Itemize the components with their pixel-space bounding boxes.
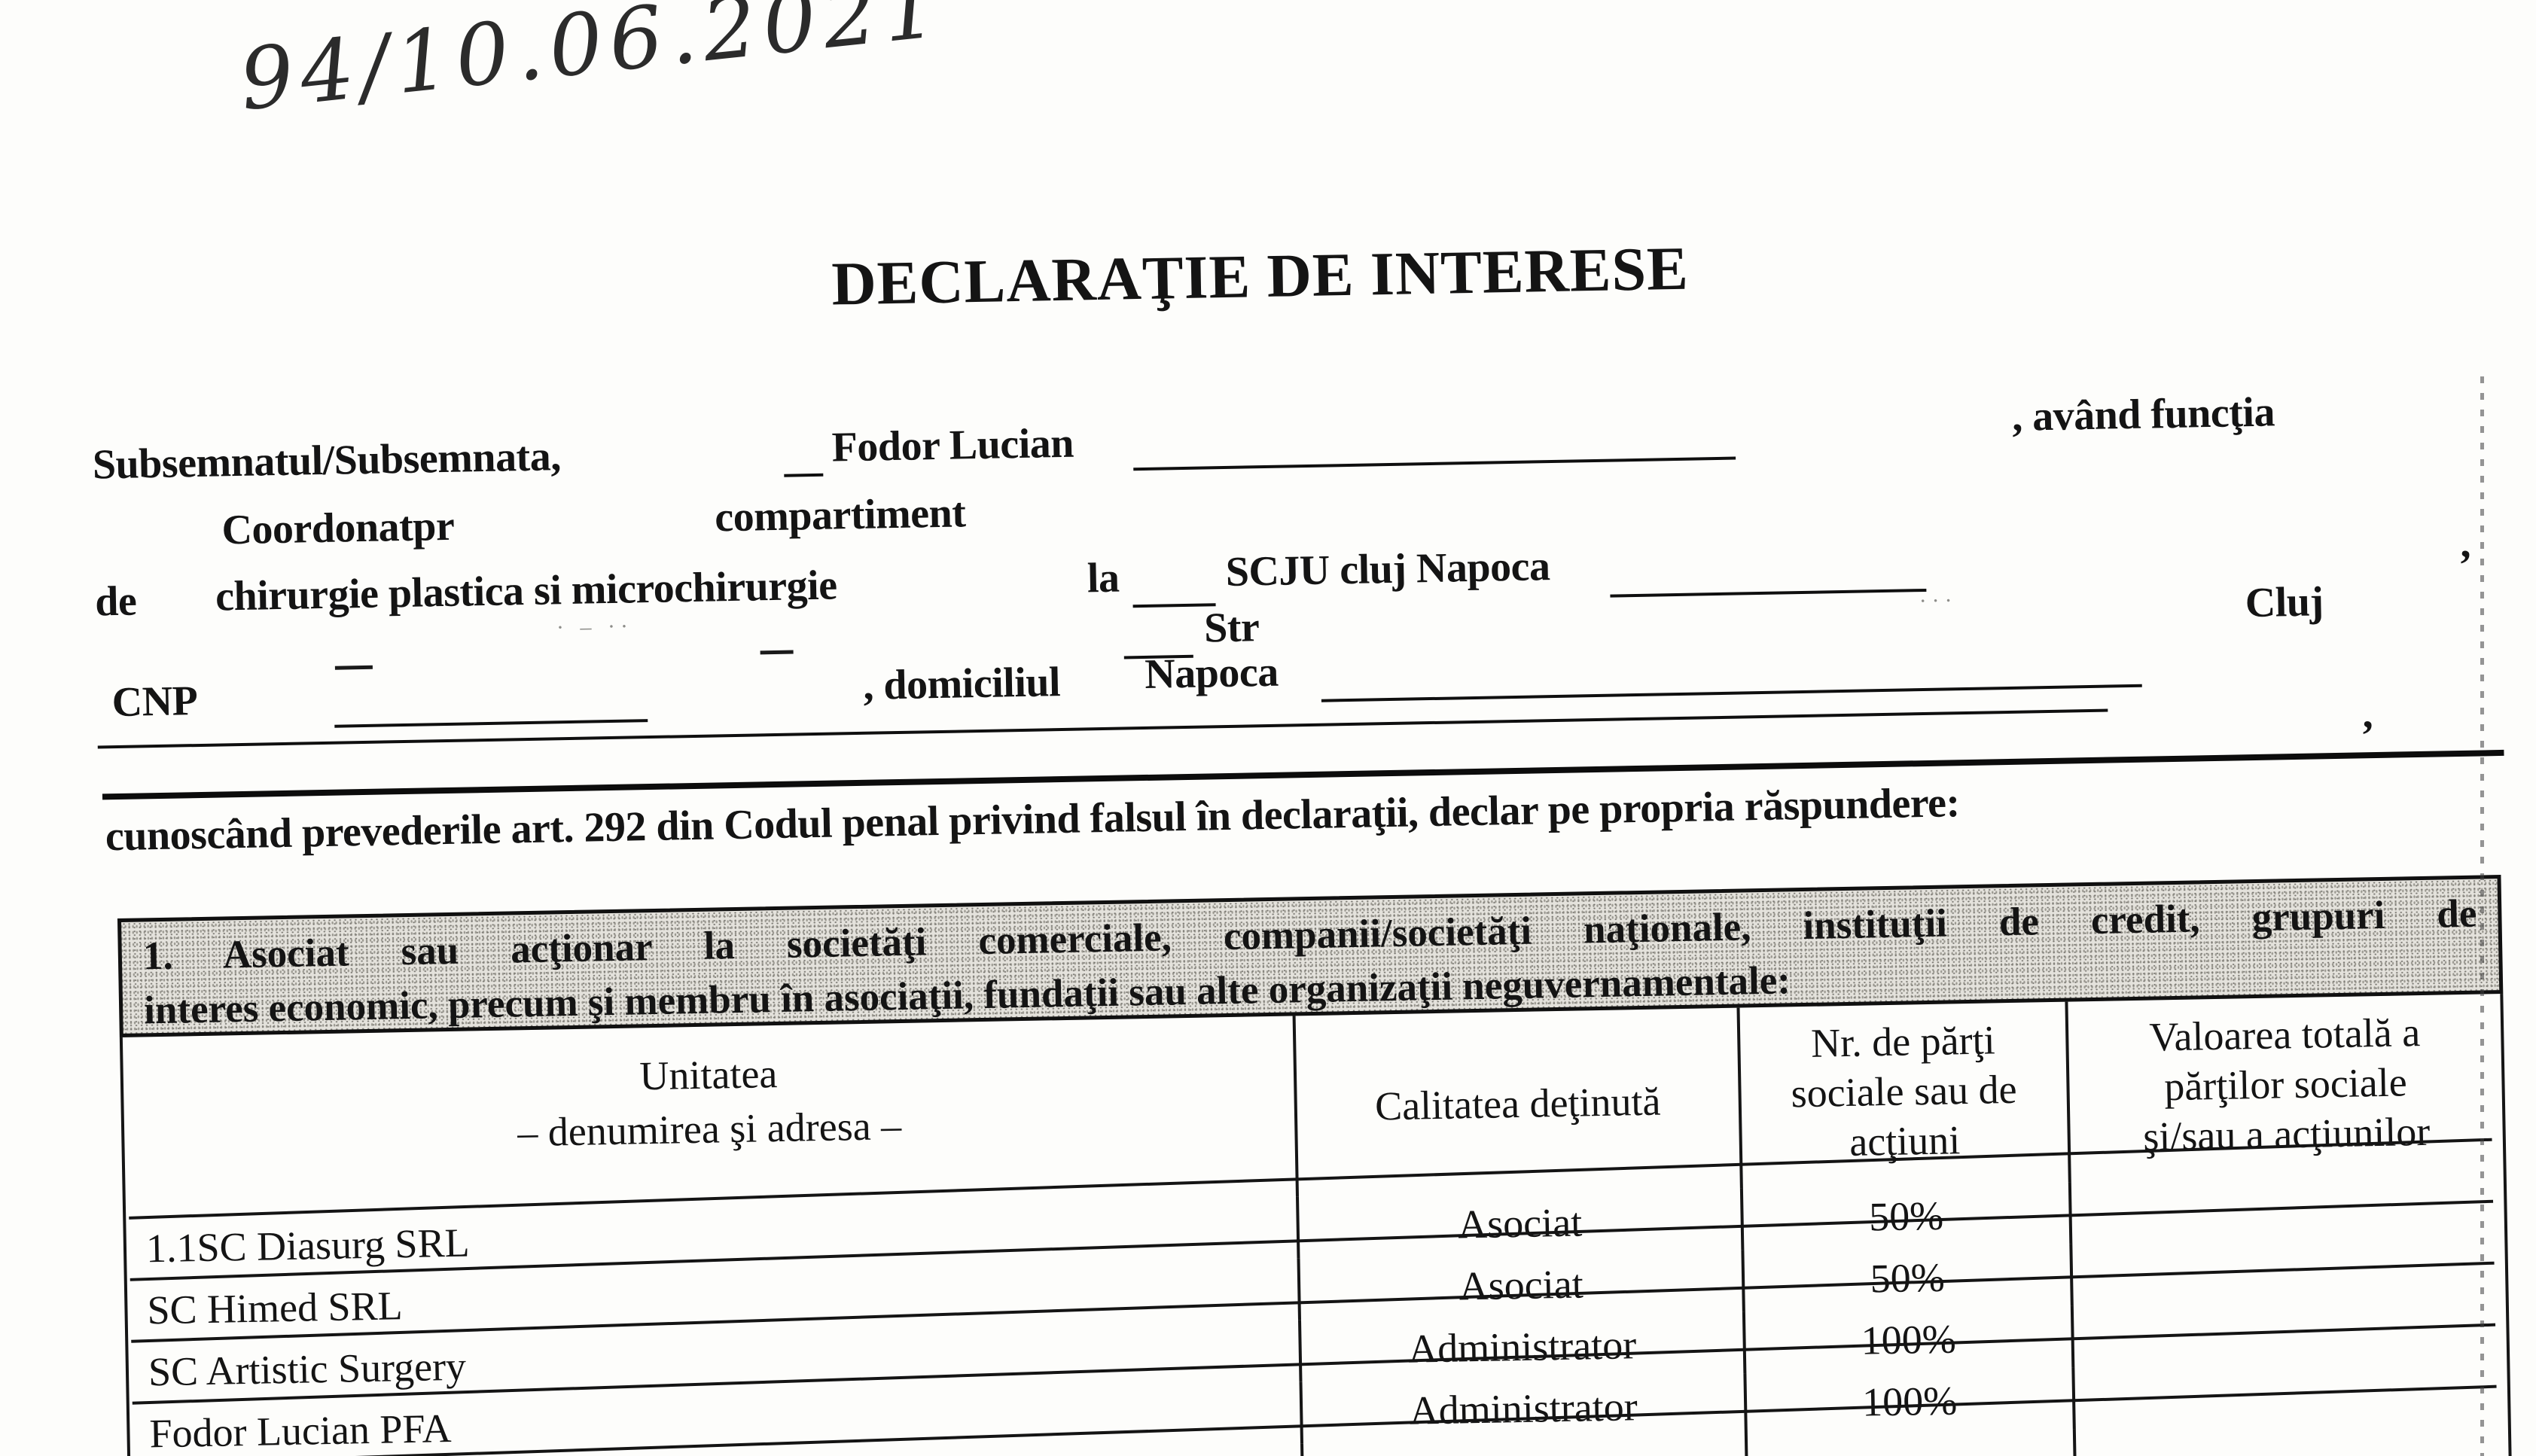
role-word-1: Coordonatpr — [221, 502, 455, 554]
blank-line — [784, 473, 824, 477]
comma-end: , — [2361, 690, 2373, 738]
domicile-city: Napoca — [1144, 648, 1279, 698]
table-header-value: Valoarea totală a părţilor sociale şi/sa… — [2068, 994, 2503, 1182]
blank-line — [1321, 684, 2142, 702]
cnp-label: CNP — [111, 678, 198, 726]
de-label: de — [94, 577, 137, 626]
domicile-label: , domiciliul — [862, 659, 1061, 709]
county-name: Cluj — [2245, 578, 2324, 627]
role-word-2: compartiment — [714, 489, 966, 541]
header-value-line3: şi/sau a acţiunilor — [2142, 1108, 2431, 1159]
page-title: DECLARAŢIE DE INTERESE — [831, 233, 1690, 318]
blank-line — [1133, 456, 1736, 471]
blank-line — [1610, 588, 1927, 598]
header-quality-label: Calitatea deţinută — [1374, 1078, 1661, 1129]
table-row-quality: Administrator — [1302, 1373, 1748, 1444]
declarant-name: Fodor Lucian — [831, 419, 1074, 471]
handwritten-registration-number: 94/10.06.2021 — [235, 0, 949, 130]
blank-line — [334, 719, 648, 728]
subscriber-label: Subsemnatul/Subsemnata, — [92, 433, 562, 489]
comma-after-workplace: , — [2459, 519, 2471, 567]
scan-page-edge-artifact — [2480, 376, 2484, 1456]
section1-table: Unitatea – denumirea şi adresa – Calitat… — [119, 993, 2513, 1456]
table-header-quality: Calitatea deţinută — [1295, 1007, 1743, 1197]
table-row-quality: Administrator — [1300, 1311, 1747, 1382]
scan-dots-artifact: ··· — [1919, 588, 1958, 614]
la-label: la — [1087, 554, 1120, 602]
table-row-quality: Asociat — [1300, 1250, 1745, 1320]
scan-dots-artifact: · – ·· — [556, 614, 634, 641]
table-row-quality: Asociat — [1298, 1188, 1745, 1259]
redaction-mark — [334, 665, 373, 670]
workplace-name: SCJU cluj Napoca — [1225, 543, 1550, 595]
blank-line — [97, 708, 2108, 749]
header-value-line2: părţilor sociale — [2163, 1059, 2408, 1110]
header-value-line1: Valoarea totală a — [2148, 1010, 2421, 1060]
redaction-mark — [760, 650, 794, 655]
having-function-label: , având funcţia — [2011, 388, 2275, 440]
street-label: Str — [1203, 604, 1260, 652]
header-shares-line1: Nr. de părţi — [1810, 1017, 1996, 1066]
header-shares-line2: sociale sau de — [1791, 1066, 2018, 1116]
role-detail: chirurgie plastica si microchirurgie — [215, 562, 838, 620]
table-header-unit: Unitatea – denumirea şi adresa – — [122, 1016, 1299, 1218]
